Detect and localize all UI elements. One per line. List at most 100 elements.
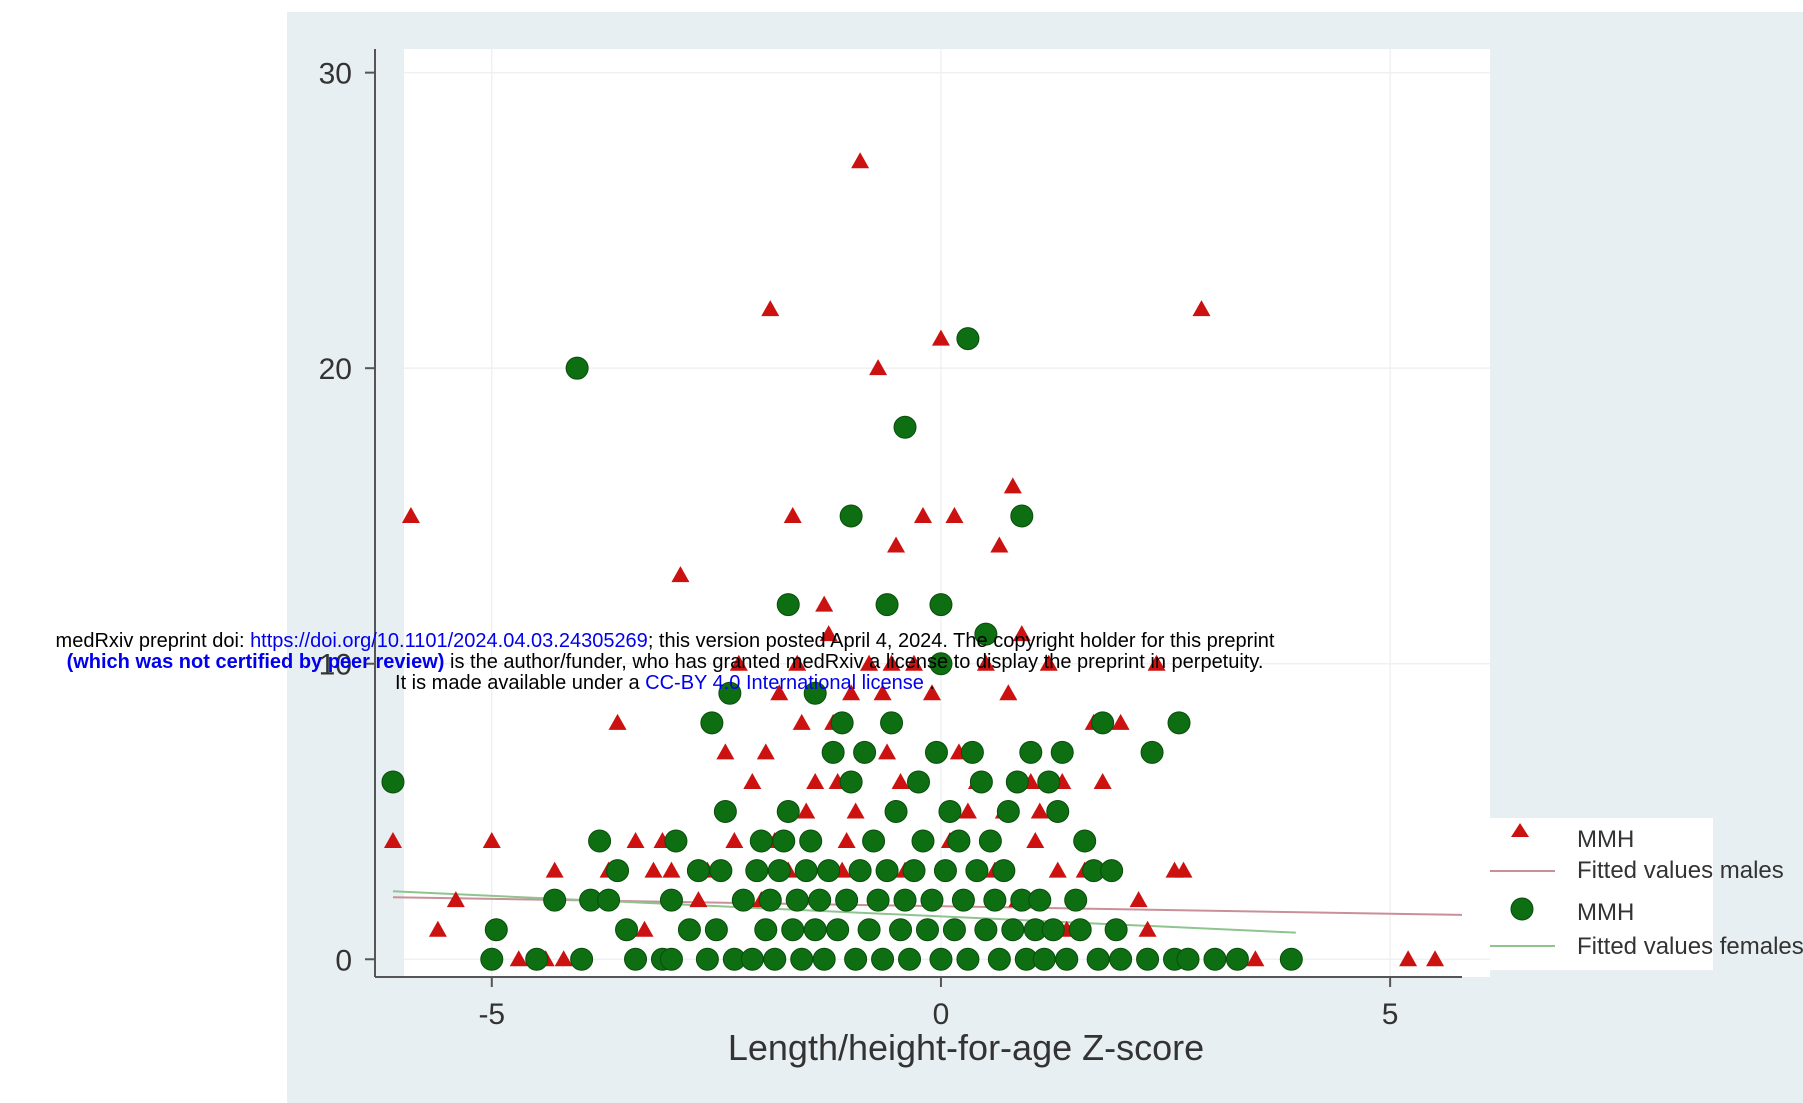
triangle-point: [976, 654, 995, 671]
triangle-point: [905, 654, 924, 671]
triangle-point: [756, 743, 775, 760]
circle-point: [794, 859, 818, 883]
circle-point: [718, 681, 742, 705]
peer-review-link[interactable]: (which was not certified by peer review): [66, 651, 445, 673]
circle-point: [570, 947, 594, 971]
circle-point: [889, 918, 913, 942]
circle-point: [965, 859, 989, 883]
triangle-point: [608, 713, 627, 730]
circle-point: [1140, 740, 1164, 764]
circle-point: [1086, 947, 1110, 971]
triangle-point: [945, 506, 964, 523]
triangle-point: [1003, 477, 1022, 494]
legend: MMH Fitted values males MMH Fitted value…: [1490, 823, 1803, 960]
legend-label-mmh-circle: MMH: [1577, 899, 1634, 926]
legend-label-fitted-females: Fitted values females: [1577, 933, 1803, 960]
circle-point: [956, 947, 980, 971]
triangle-point: [1093, 772, 1112, 789]
circle-point: [686, 859, 710, 883]
triangle-point: [783, 506, 802, 523]
circle-point: [767, 859, 791, 883]
circle-point: [799, 829, 823, 853]
circle-point: [821, 740, 845, 764]
circle-point: [929, 593, 953, 617]
circle-point: [835, 888, 859, 912]
y-tick-label: 10: [319, 649, 352, 682]
circle-point: [763, 947, 787, 971]
axes: [374, 49, 1462, 978]
circle-point: [381, 770, 405, 794]
triangle-point: [788, 654, 807, 671]
circle-point: [1104, 918, 1128, 942]
circle-point: [880, 711, 904, 735]
circle-point: [866, 888, 890, 912]
triangle-point: [761, 300, 780, 317]
circle-point: [839, 770, 863, 794]
circle-point: [893, 888, 917, 912]
circle-point: [1050, 740, 1074, 764]
circle-point: [844, 947, 868, 971]
x-tick-label: 0: [933, 998, 950, 1031]
legend-triangle-icon: [1511, 823, 1529, 837]
circle-point: [969, 770, 993, 794]
circle-point: [929, 947, 953, 971]
triangle-point: [931, 329, 950, 346]
circle-point: [884, 799, 908, 823]
triangle-point: [1192, 300, 1211, 317]
circle-point: [740, 947, 764, 971]
triangle-point: [554, 950, 573, 967]
x-tick-label: -5: [478, 998, 505, 1031]
legend-label-fitted-males: Fitted values males: [1577, 857, 1784, 884]
circle-point: [871, 947, 895, 971]
circle-point: [808, 888, 832, 912]
triangle-point: [958, 802, 977, 819]
circle-point: [758, 888, 782, 912]
triangle-point: [1147, 654, 1166, 671]
triangle-point: [626, 832, 645, 849]
circle-point: [1055, 947, 1079, 971]
circle-point: [938, 799, 962, 823]
triangle-point: [545, 861, 564, 878]
circle-point: [902, 859, 926, 883]
circle-point: [1032, 947, 1056, 971]
circle-point: [525, 947, 549, 971]
circle-point: [924, 740, 948, 764]
triangle-point: [1026, 832, 1045, 849]
triangle-point: [509, 950, 528, 967]
circle-point: [817, 859, 841, 883]
license-link[interactable]: CC-BY 4.0 International license: [645, 672, 924, 694]
circle-point: [704, 918, 728, 942]
circle-point: [597, 888, 621, 912]
triangle-point: [1138, 920, 1157, 937]
circle-point: [974, 918, 998, 942]
triangle-point: [922, 684, 941, 701]
triangle-point: [644, 861, 663, 878]
circle-point: [1005, 770, 1029, 794]
doi-link[interactable]: https://doi.org/10.1101/2024.04.03.24305…: [250, 630, 648, 652]
triangle-point: [428, 920, 447, 937]
triangle-point: [1174, 861, 1193, 878]
circle-point: [848, 859, 872, 883]
circle-point: [857, 918, 881, 942]
circle-point: [1136, 947, 1160, 971]
triangle-point: [860, 654, 879, 671]
watermark-line-1: medRxiv preprint doi: https://doi.org/10…: [0, 631, 1330, 652]
triangle-point: [1048, 861, 1067, 878]
circle-point: [862, 829, 886, 853]
legend-circle-icon: [1510, 897, 1534, 921]
circle-point: [1068, 918, 1092, 942]
circle-point: [1073, 829, 1097, 853]
circle-point: [776, 593, 800, 617]
watermark-available-text: It is made available under a: [395, 672, 646, 694]
circle-point: [659, 888, 683, 912]
watermark-doi-suffix: ; this version posted April 4, 2024. The…: [647, 630, 1275, 652]
triangle-point: [770, 684, 789, 701]
triangle-point: [1399, 950, 1418, 967]
legend-box: [1490, 818, 1713, 970]
y-tick-label: 20: [319, 353, 352, 386]
circle-point: [1203, 947, 1227, 971]
circle-point: [700, 711, 724, 735]
triangle-point: [887, 536, 906, 553]
circle-point: [1279, 947, 1303, 971]
triangle-point: [842, 684, 861, 701]
